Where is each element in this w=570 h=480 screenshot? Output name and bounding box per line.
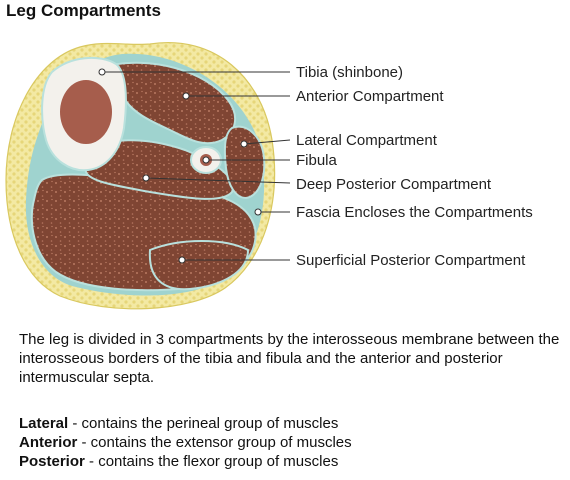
superficial-posterior-muscle-inner (148, 240, 250, 291)
anterior-pointer-dot (182, 92, 190, 100)
label-anterior-compartment: Anterior Compartment (296, 88, 444, 105)
lateral-muscle (223, 125, 266, 200)
label-lateral-compartment: Lateral Compartment (296, 132, 438, 149)
list-item-term: Anterior (19, 434, 78, 451)
list-item: Posterior - contains the flexor group of… (19, 452, 564, 471)
list-item-term: Posterior (19, 453, 85, 470)
diagram-title: Leg Compartments (6, 1, 161, 20)
tibia-pointer-dot (98, 68, 106, 76)
label-deep-posterior-compartment: Deep Posterior Compartment (296, 176, 492, 193)
lateral-pointer-dot (240, 140, 248, 148)
superficial-posterior-pointer-dot (178, 256, 186, 264)
leg-cross-section-diagram: Tibia (shinbone) Anterior Compartment La… (5, 42, 533, 310)
deep-posterior-pointer-line (145, 177, 291, 184)
list-item-text: - contains the extensor group of muscles (77, 434, 352, 451)
list-item-term: Lateral (19, 415, 69, 432)
label-superficial-posterior-compartment: Superficial Posterior Compartment (296, 252, 526, 269)
fibula-pointer-dot (202, 156, 210, 164)
list-item: Lateral - contains the perineal group of… (19, 414, 564, 433)
label-fibula: Fibula (296, 152, 338, 169)
label-fascia: Fascia Encloses the Compartments (296, 204, 533, 221)
list-item-text: - contains the perineal group of muscles (68, 415, 339, 432)
label-tibia: Tibia (shinbone) (296, 64, 403, 81)
deep-posterior-pointer-dot (142, 174, 150, 182)
fascia-pointer-dot (254, 208, 262, 216)
list-item-text: - contains the flexor group of muscles (84, 453, 339, 470)
compartment-list: Lateral - contains the perineal group of… (19, 414, 564, 471)
lateral-pointer-line (243, 139, 291, 145)
description-paragraph: The leg is divided in 3 compartments by … (19, 331, 560, 386)
list-item: Anterior - contains the extensor group o… (19, 433, 564, 452)
tibia-marrow (60, 80, 112, 144)
